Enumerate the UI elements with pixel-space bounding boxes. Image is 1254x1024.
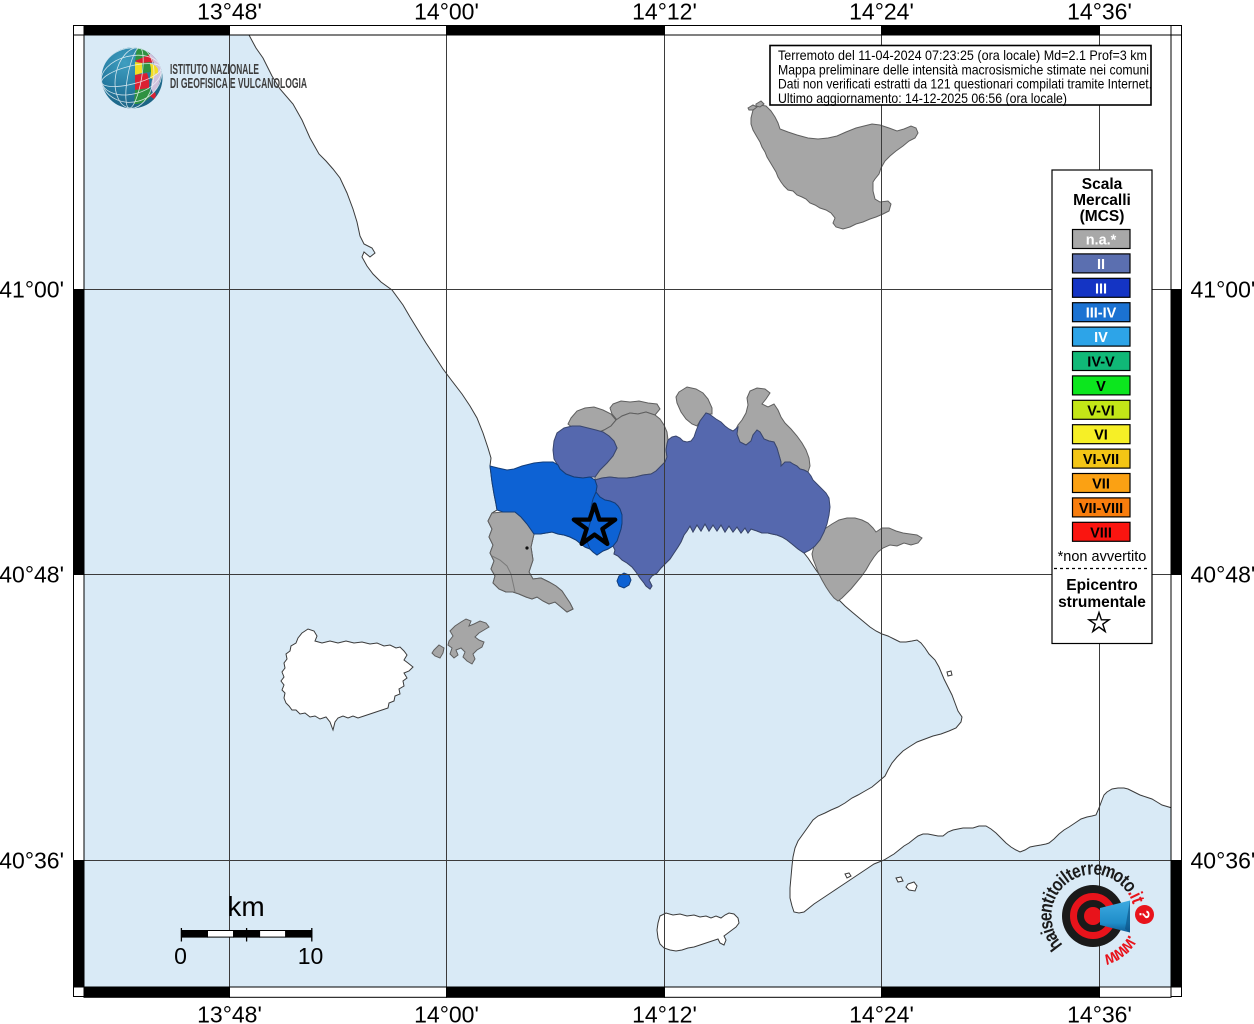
svg-text:VI: VI <box>1094 428 1108 444</box>
svg-text:II: II <box>1097 257 1105 273</box>
svg-text:40°36': 40°36' <box>0 848 64 874</box>
svg-text:Mercalli: Mercalli <box>1073 192 1131 209</box>
svg-text:V: V <box>1096 379 1106 395</box>
svg-text:14°36': 14°36' <box>1067 0 1132 25</box>
svg-text:*non avvertito: *non avvertito <box>1058 549 1147 565</box>
svg-text:14°24': 14°24' <box>849 1002 914 1024</box>
svg-text:10: 10 <box>298 943 324 969</box>
svg-text:VIII: VIII <box>1090 525 1112 541</box>
svg-text:?: ? <box>1136 910 1153 919</box>
svg-text:Mappa preliminare delle intens: Mappa preliminare delle intensità macros… <box>778 61 1149 77</box>
svg-text:m: m <box>1099 858 1119 883</box>
svg-text:13°48': 13°48' <box>197 0 262 25</box>
svg-text:41°00': 41°00' <box>1191 277 1254 303</box>
svg-text:40°48': 40°48' <box>1191 562 1254 588</box>
svg-text:Ultimo aggiornamento: 14-12-20: Ultimo aggiornamento: 14-12-2025 06:56 (… <box>778 90 1067 106</box>
svg-text:km: km <box>227 891 264 922</box>
svg-text:s: s <box>1034 919 1057 932</box>
svg-text:VII: VII <box>1092 477 1110 493</box>
svg-text:0: 0 <box>174 943 187 969</box>
svg-text:40°36': 40°36' <box>1191 848 1254 874</box>
svg-text:strumentale: strumentale <box>1058 594 1146 611</box>
svg-text:III-IV: III-IV <box>1086 306 1117 322</box>
svg-text:V-VI: V-VI <box>1087 403 1114 419</box>
svg-text:ISTITUTO NAZIONALE: ISTITUTO NAZIONALE <box>170 62 259 78</box>
svg-text:n.a.*: n.a.* <box>1086 233 1117 249</box>
svg-text:(MCS): (MCS) <box>1080 208 1125 225</box>
svg-text:r: r <box>1078 858 1088 881</box>
svg-text:14°12': 14°12' <box>632 0 697 25</box>
svg-text:13°48': 13°48' <box>197 1002 262 1024</box>
svg-text:IV: IV <box>1094 330 1108 346</box>
svg-text:40°48': 40°48' <box>0 562 64 588</box>
svg-text:41°00': 41°00' <box>0 277 64 303</box>
svg-text:14°12': 14°12' <box>632 1002 697 1024</box>
svg-text:III: III <box>1095 281 1107 297</box>
svg-text:VI-VII: VI-VII <box>1083 452 1119 468</box>
svg-text:Dati non verificati estratti d: Dati non verificati estratti da 121 ques… <box>778 76 1152 92</box>
svg-text:n: n <box>1034 901 1057 914</box>
svg-text:14°36': 14°36' <box>1067 1002 1132 1024</box>
svg-text:14°24': 14°24' <box>849 0 914 25</box>
svg-text:r: r <box>1086 857 1094 879</box>
svg-text:Epicentro: Epicentro <box>1066 577 1137 594</box>
svg-text:i: i <box>1036 926 1058 937</box>
svg-text:VII-VIII: VII-VIII <box>1079 501 1123 517</box>
svg-text:DI GEOFISICA E VULCANOLOGIA: DI GEOFISICA E VULCANOLOGIA <box>170 76 307 92</box>
svg-text:14°00': 14°00' <box>414 1002 479 1024</box>
svg-text:IV-V: IV-V <box>1087 355 1115 371</box>
svg-text:e: e <box>1093 857 1104 880</box>
svg-text:e: e <box>1034 912 1056 921</box>
svg-text:Scala: Scala <box>1082 176 1123 193</box>
svg-text:14°00': 14°00' <box>414 0 479 25</box>
svg-text:Terremoto del 11-04-2024 07:23: Terremoto del 11-04-2024 07:23:25 (ora l… <box>778 47 1147 63</box>
